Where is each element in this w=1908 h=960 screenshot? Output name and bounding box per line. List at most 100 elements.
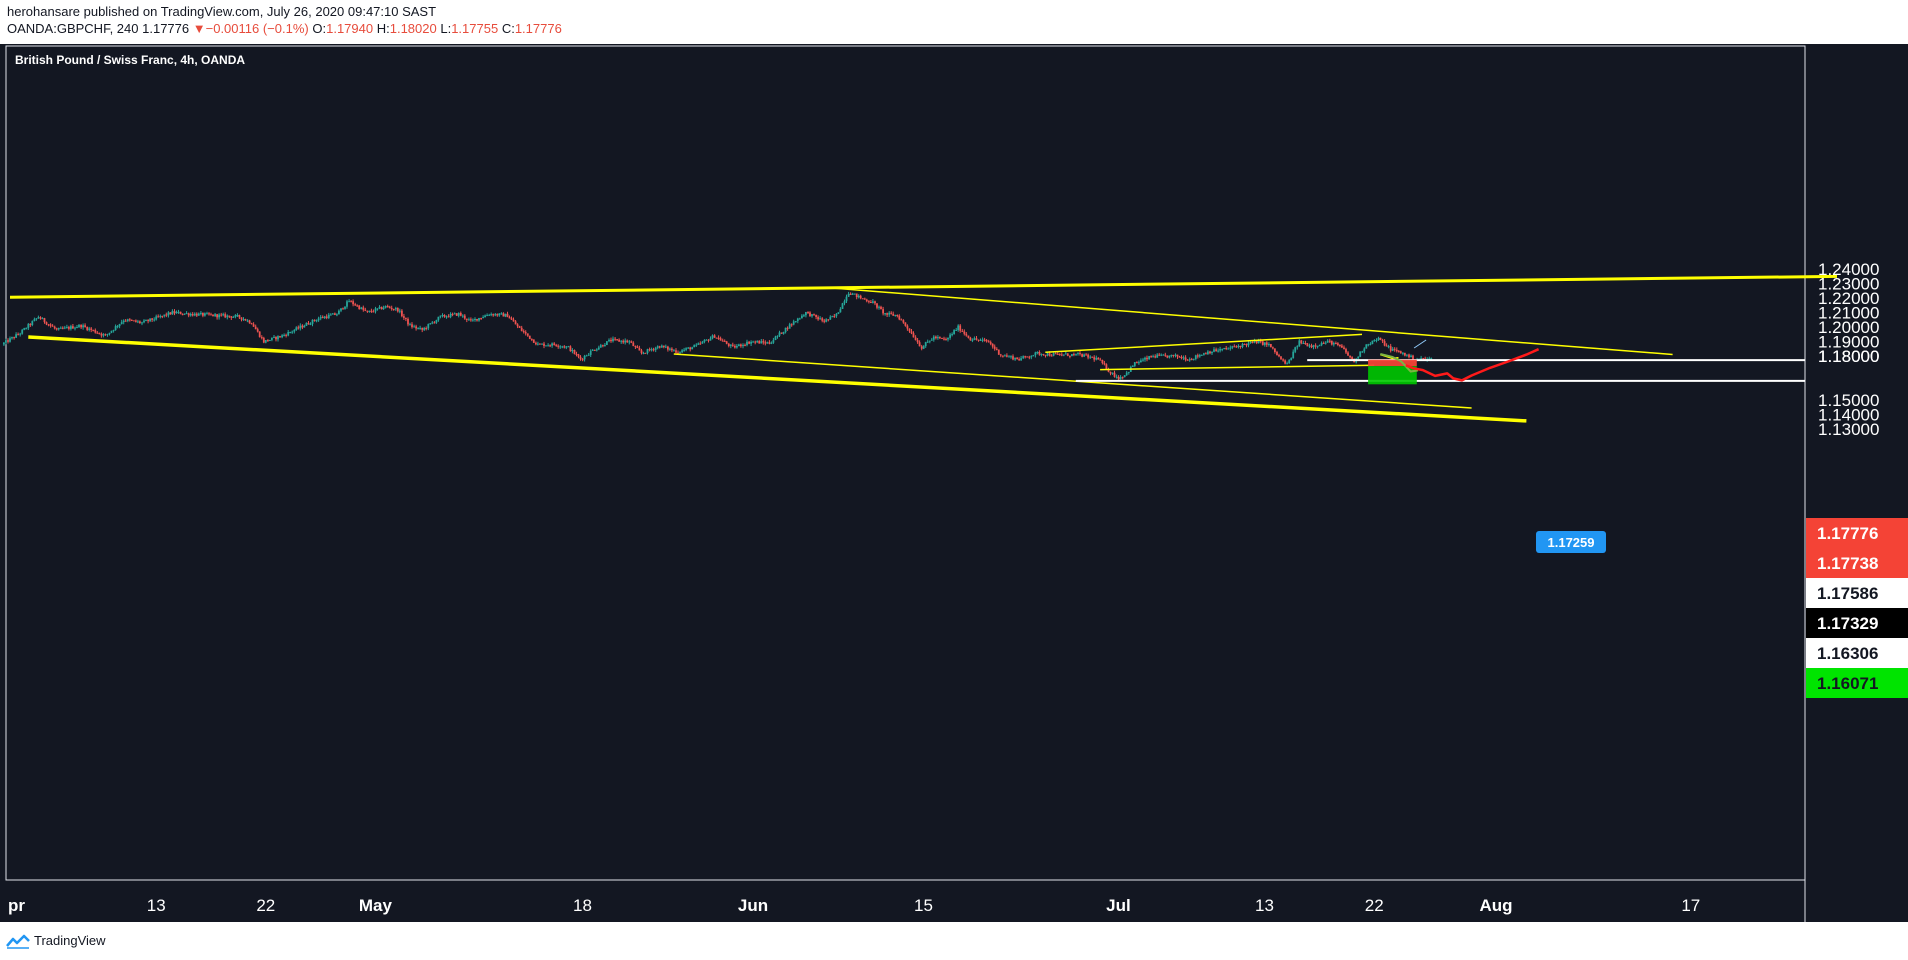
candle-body (1268, 344, 1270, 345)
candle-body (429, 323, 432, 325)
candle-body (904, 322, 907, 326)
candle-body (443, 315, 446, 317)
candle-body (344, 306, 346, 309)
candle-body (171, 311, 174, 315)
candle-body (1239, 345, 1242, 347)
candle-body (630, 341, 633, 343)
candle-body (1101, 360, 1104, 363)
candle-body (778, 332, 781, 336)
candle-body (260, 337, 263, 339)
candle-body (646, 349, 649, 353)
position-tool[interactable]: 1.17259 (1075, 339, 1805, 553)
candle-body (821, 318, 824, 321)
candle-body (1257, 340, 1260, 344)
candle-body (41, 318, 44, 320)
candle-body (1136, 362, 1138, 364)
candle-body (967, 335, 970, 338)
open-label: O: (312, 21, 327, 36)
candle-body (638, 348, 641, 351)
candle-body (514, 321, 517, 325)
price-axis[interactable]: 1.240001.230001.220001.210001.200001.190… (1806, 260, 1908, 698)
low-value: 1.17755 (451, 21, 499, 36)
candle-body (1316, 345, 1319, 347)
candle-body (709, 338, 712, 341)
candle-body (610, 339, 612, 342)
symbol[interactable]: OANDA:GBPCHF, 240 (7, 21, 139, 36)
candle-body (21, 329, 24, 334)
candle-body (508, 317, 511, 319)
candle-body (1012, 356, 1014, 360)
candle-body (1253, 340, 1256, 343)
candle-body (593, 349, 596, 351)
candle-body (1052, 353, 1055, 356)
candle-body (989, 342, 992, 344)
candle-body (882, 309, 884, 314)
candle-body (849, 293, 852, 295)
candle-body (1399, 351, 1402, 354)
candle-body (959, 325, 962, 331)
tradingview-logo-icon[interactable] (6, 933, 30, 949)
high-label: H: (376, 21, 390, 36)
candle-body (1215, 349, 1217, 352)
candle-body (31, 321, 34, 325)
candle-body (914, 337, 917, 341)
candle-body (868, 301, 870, 303)
candle-body (969, 337, 972, 341)
candle-body (526, 333, 529, 336)
candle-body (807, 312, 809, 313)
candle-body (855, 293, 858, 298)
candle-body (72, 326, 74, 329)
brand-name[interactable]: TradingView (34, 933, 106, 948)
y-tick-label: 1.18000 (1818, 347, 1879, 366)
candle-body (1404, 352, 1406, 356)
candle-body (683, 349, 685, 351)
candle-body (831, 316, 834, 318)
candle-body (908, 328, 911, 332)
candle-body (147, 320, 149, 322)
time-axis[interactable]: pr 13 22 May 18 Jun 15 Jul 13 22 Aug 17 (8, 896, 1700, 915)
candle-body (224, 314, 227, 318)
candle-body (1042, 354, 1045, 356)
candle-body (583, 355, 586, 360)
candle-body (1294, 347, 1297, 352)
candle-body (837, 312, 840, 314)
candle-body (1182, 357, 1185, 359)
candle-body (108, 332, 111, 335)
candle-body (640, 350, 643, 354)
candle-body (1328, 340, 1331, 342)
candle-body (890, 312, 893, 314)
change: −0.00116 (−0.1%) (205, 21, 309, 36)
price-chart[interactable]: British Pound / Swiss Franc, 4h, OANDA 1… (0, 44, 1908, 922)
candle-body (126, 319, 129, 321)
candle-body (394, 308, 397, 310)
candle-body (157, 316, 160, 318)
candle-body (70, 326, 72, 329)
candle-body (545, 345, 547, 347)
candle-body (1369, 343, 1372, 345)
y-tick-label: 1.23000 (1818, 274, 1879, 293)
candle-body (1103, 363, 1106, 365)
candle-body (1026, 356, 1029, 358)
candle-body (86, 327, 89, 330)
candle-body (1272, 347, 1274, 349)
candle-body (939, 337, 941, 339)
candle-body (281, 335, 283, 338)
candle-body (7, 340, 9, 342)
candle-body (1176, 354, 1179, 357)
candle-body (53, 326, 56, 329)
candle-body (1410, 355, 1412, 358)
candle-body (1115, 376, 1118, 378)
candle-body (459, 313, 462, 316)
candle-body (141, 322, 143, 324)
candle-body (1099, 359, 1102, 361)
candle-body (1298, 340, 1301, 347)
candle-body (315, 320, 318, 322)
candle-body (827, 319, 830, 321)
candle-body (124, 320, 127, 322)
candle-body (1231, 346, 1234, 348)
candle-body (368, 310, 371, 312)
candle-body (1247, 342, 1250, 346)
candle-body (1168, 355, 1171, 358)
candle-body (833, 316, 836, 318)
candle-body (291, 331, 294, 333)
